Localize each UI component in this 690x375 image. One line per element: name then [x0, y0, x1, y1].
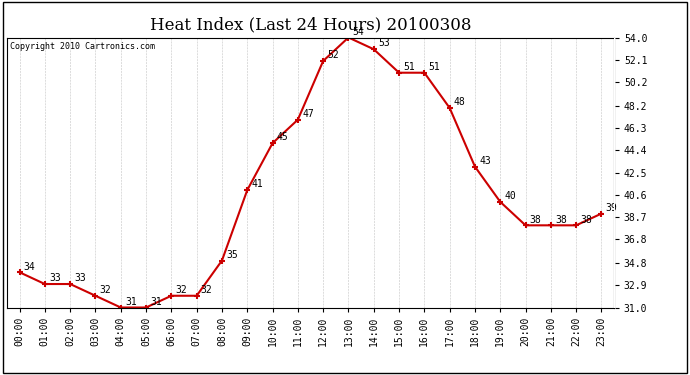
- Text: 54: 54: [353, 27, 364, 37]
- Text: 48: 48: [454, 97, 466, 107]
- Text: 39: 39: [606, 203, 618, 213]
- Text: 45: 45: [277, 132, 288, 142]
- Text: 32: 32: [175, 285, 187, 295]
- Text: 52: 52: [327, 50, 339, 60]
- Text: Copyright 2010 Cartronics.com: Copyright 2010 Cartronics.com: [10, 42, 155, 51]
- Text: 38: 38: [555, 214, 566, 225]
- Text: 40: 40: [504, 191, 516, 201]
- Text: 51: 51: [403, 62, 415, 72]
- Text: 34: 34: [23, 261, 35, 272]
- Text: 53: 53: [378, 39, 390, 48]
- Text: 31: 31: [125, 297, 137, 307]
- Text: 38: 38: [530, 214, 542, 225]
- Text: 43: 43: [479, 156, 491, 166]
- Text: 33: 33: [75, 273, 86, 283]
- Text: 32: 32: [201, 285, 213, 295]
- Text: Heat Index (Last 24 Hours) 20100308: Heat Index (Last 24 Hours) 20100308: [150, 17, 471, 34]
- Text: 41: 41: [251, 179, 263, 189]
- Text: 35: 35: [226, 250, 238, 260]
- Text: 47: 47: [302, 109, 314, 119]
- Text: 38: 38: [580, 214, 592, 225]
- Text: 51: 51: [428, 62, 440, 72]
- Text: 31: 31: [150, 297, 162, 307]
- Text: 33: 33: [49, 273, 61, 283]
- Text: 32: 32: [99, 285, 111, 295]
